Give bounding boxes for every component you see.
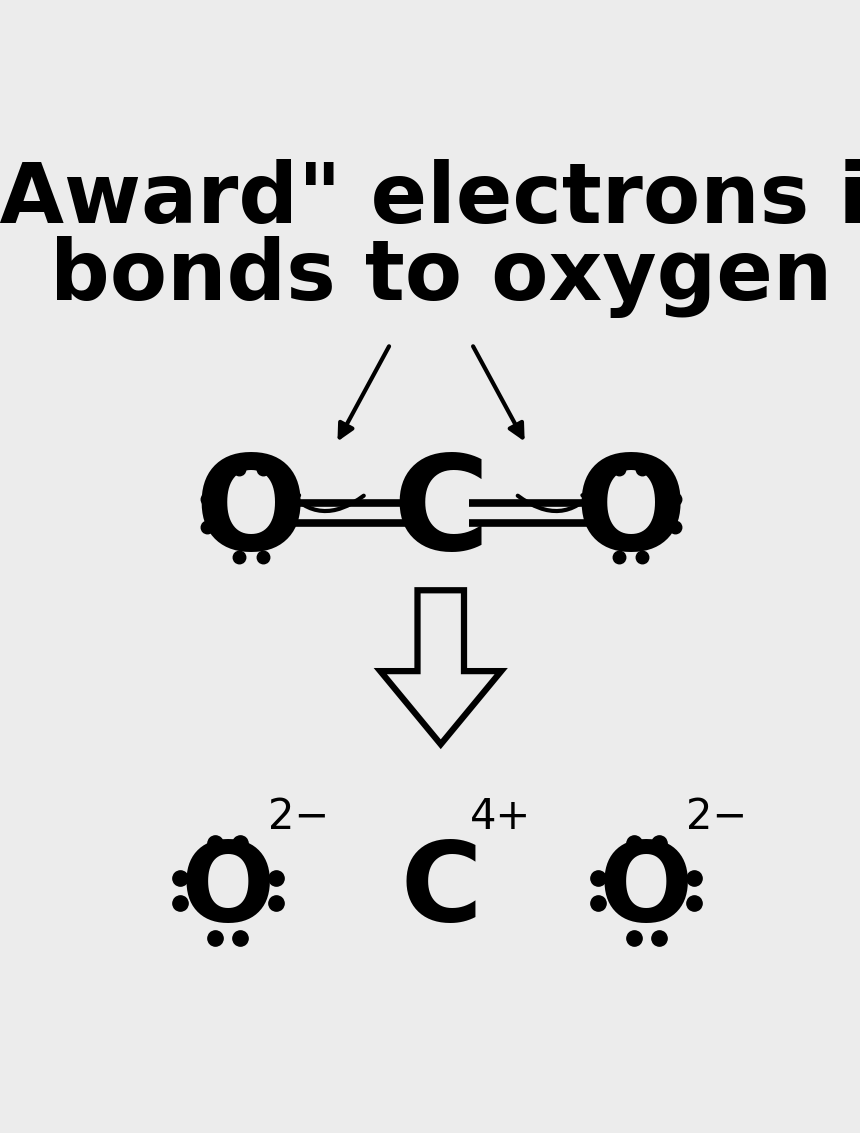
Text: O: O — [599, 837, 693, 944]
Text: O: O — [574, 450, 687, 577]
Text: C: C — [392, 450, 489, 577]
Text: bonds to oxygen: bonds to oxygen — [50, 236, 832, 318]
Text: 4+: 4+ — [470, 796, 531, 838]
Text: O: O — [181, 837, 275, 944]
Text: 2−: 2− — [268, 796, 329, 838]
Text: 2−: 2− — [686, 796, 747, 838]
Text: "Award" electrons in: "Award" electrons in — [0, 159, 860, 240]
Text: O: O — [194, 450, 307, 577]
Text: C: C — [400, 837, 482, 944]
